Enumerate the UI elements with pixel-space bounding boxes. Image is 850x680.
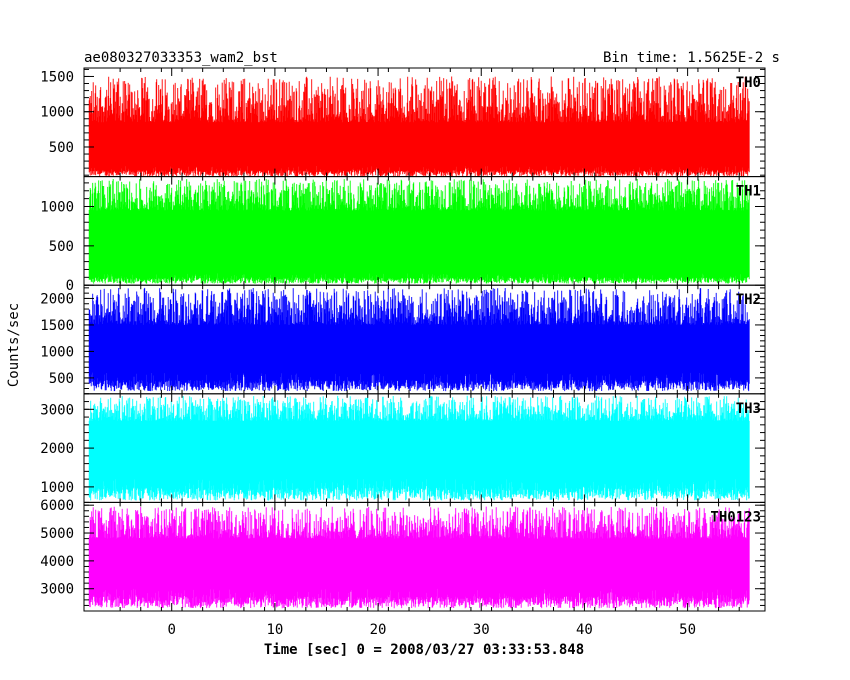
series-label-th1: TH1 [736, 184, 761, 200]
panel-th0: 500 1000 1500 TH0 [40, 67, 766, 178]
series-line-th0123 [88, 506, 750, 609]
series-line-th1 [88, 179, 750, 284]
y-tick-label: 500 [49, 371, 74, 387]
series-label-th2: TH2 [736, 292, 761, 308]
x-tick-label: 0 [167, 622, 175, 638]
series-line-th0 [88, 76, 750, 177]
panel-th0123: 3000 4000 5000 6000 TH0123 [40, 498, 766, 612]
series-line-th3 [88, 395, 750, 501]
y-tick-label: 4000 [40, 554, 74, 570]
x-tick-label: 40 [576, 622, 593, 638]
series-label-th0: TH0 [736, 75, 761, 91]
y-tick-label: 6000 [40, 498, 74, 514]
y-tick-label: 1000 [40, 200, 74, 216]
y-tick-label: 0 [66, 278, 74, 294]
y-tick-label: 1000 [40, 480, 74, 496]
panel-th3: 1000 2000 3000 TH3 [40, 393, 766, 503]
y-tick-label: 1500 [40, 69, 74, 85]
y-tick-label: 5000 [40, 526, 74, 542]
series-label-th3: TH3 [736, 401, 761, 417]
x-axis-label: Time [sec] 0 = 2008/03/27 03:33:53.848 [264, 642, 584, 658]
x-tick-label: 50 [679, 622, 696, 638]
series-label-th0123: TH0123 [710, 509, 761, 525]
x-axis: 0 10 20 30 40 50 [167, 622, 696, 638]
panel-th1: 0 500 1000 TH1 [40, 176, 766, 294]
x-tick-label: 10 [266, 622, 283, 638]
panels-group: 500 1000 1500 TH0 0 500 1000 TH1 500 1000 1500 2000… [40, 67, 766, 612]
series-line-th2 [88, 287, 750, 392]
chart-title: ae080327033353_wam2_bst [84, 50, 278, 66]
y-tick-label: 3000 [40, 582, 74, 598]
bin-time-label: Bin time: 1.5625E-2 s [603, 50, 780, 66]
x-tick-label: 20 [370, 622, 387, 638]
y-axis-label: Counts/sec [6, 303, 22, 387]
panel-frame [83, 501, 766, 612]
panel-th2: 500 1000 1500 2000 TH2 [40, 284, 766, 395]
x-tick-label: 30 [473, 622, 490, 638]
y-tick-label: 1000 [40, 105, 74, 121]
y-tick-label: 1500 [40, 318, 74, 334]
y-tick-label: 1000 [40, 344, 74, 360]
y-tick-label: 500 [49, 140, 74, 156]
y-tick-label: 3000 [40, 402, 74, 418]
y-tick-label: 2000 [40, 441, 74, 457]
y-tick-label: 500 [49, 239, 74, 255]
y-tick-label: 2000 [40, 291, 74, 307]
